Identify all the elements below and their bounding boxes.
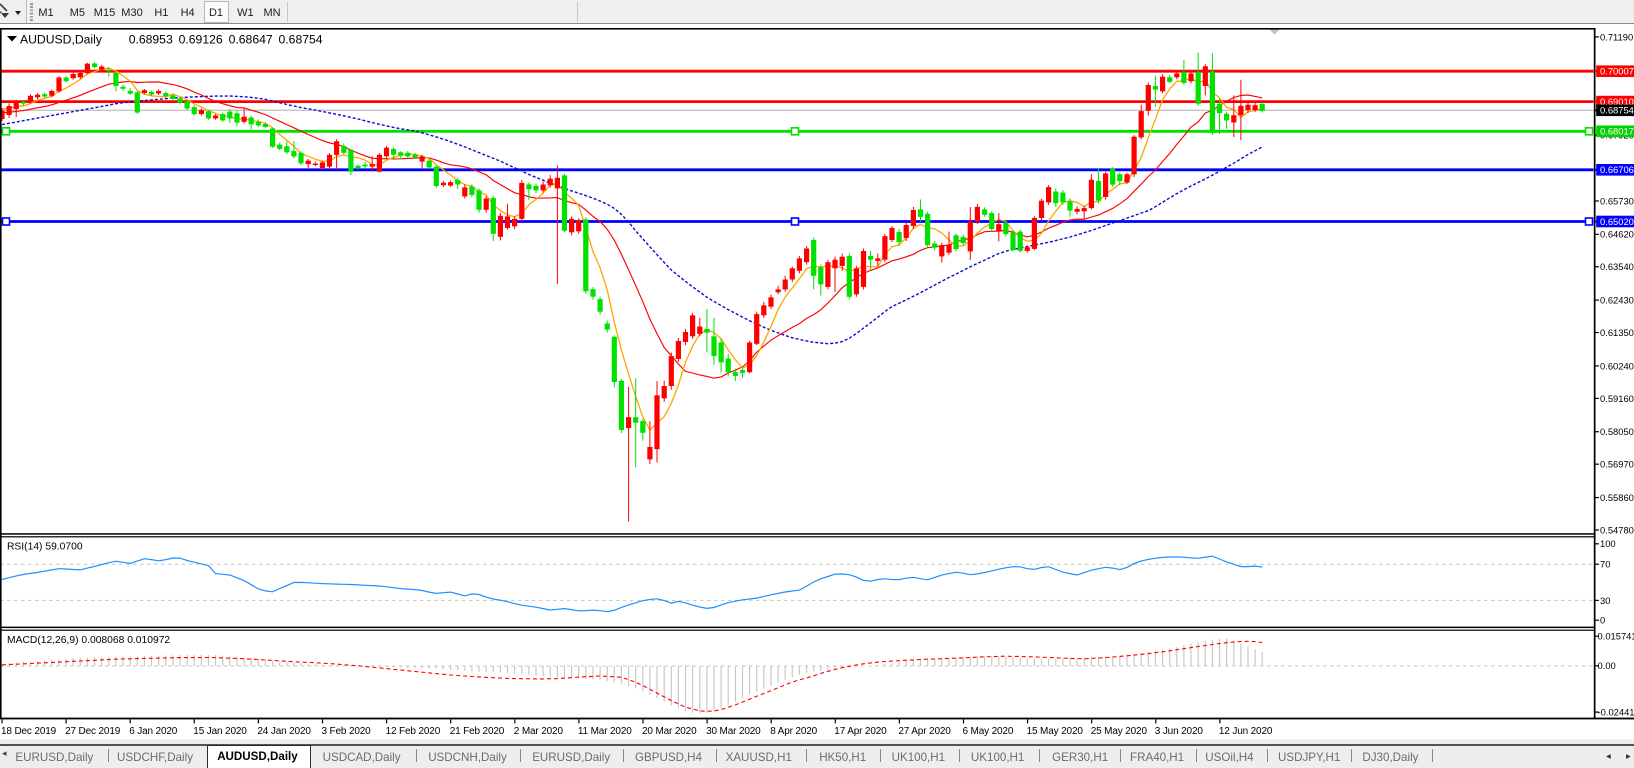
- svg-text:27 Dec 2019: 27 Dec 2019: [65, 726, 121, 737]
- svg-text:0.63540: 0.63540: [1600, 261, 1634, 272]
- svg-text:6 Jan 2020: 6 Jan 2020: [129, 726, 178, 737]
- svg-text:AUDUSD,Daily: AUDUSD,Daily: [20, 33, 103, 47]
- svg-text:27 Apr 2020: 27 Apr 2020: [898, 726, 951, 737]
- svg-text:0.64620: 0.64620: [1600, 229, 1634, 240]
- svg-text:0.62430: 0.62430: [1600, 295, 1634, 306]
- svg-text:0.69126: 0.69126: [179, 33, 223, 47]
- svg-text:0.61350: 0.61350: [1600, 327, 1634, 338]
- svg-text:0.59160: 0.59160: [1600, 393, 1634, 404]
- svg-text:3 Jun 2020: 3 Jun 2020: [1155, 726, 1204, 737]
- svg-text:0.68017: 0.68017: [1600, 126, 1634, 137]
- svg-text:0.68647: 0.68647: [229, 33, 273, 47]
- svg-text:MACD(12,26,9) 0.008068 0.01097: MACD(12,26,9) 0.008068 0.010972: [7, 635, 170, 646]
- svg-text:0.68754: 0.68754: [279, 33, 323, 47]
- svg-text:24 Jan 2020: 24 Jan 2020: [257, 726, 311, 737]
- svg-text:0.65020: 0.65020: [1600, 216, 1634, 227]
- svg-text:17 Apr 2020: 17 Apr 2020: [834, 726, 887, 737]
- svg-text:8 Apr 2020: 8 Apr 2020: [770, 726, 817, 737]
- svg-text:0.65730: 0.65730: [1600, 195, 1634, 206]
- svg-text:0.56970: 0.56970: [1600, 459, 1634, 470]
- svg-text:25 May 2020: 25 May 2020: [1091, 726, 1148, 737]
- svg-text:6 May 2020: 6 May 2020: [963, 726, 1014, 737]
- svg-text:0.66706: 0.66706: [1600, 164, 1634, 175]
- svg-text:0.015741: 0.015741: [1598, 631, 1634, 642]
- svg-text:12 Jun 2020: 12 Jun 2020: [1219, 726, 1273, 737]
- svg-text:0: 0: [1600, 615, 1605, 626]
- svg-text:0.00: 0.00: [1598, 660, 1616, 671]
- svg-text:0.55860: 0.55860: [1600, 492, 1634, 503]
- svg-text:70: 70: [1600, 559, 1610, 570]
- svg-text:21 Feb 2020: 21 Feb 2020: [450, 726, 505, 737]
- svg-text:RSI(14) 59.0700: RSI(14) 59.0700: [7, 542, 83, 553]
- svg-text:-0.02441: -0.02441: [1598, 707, 1634, 718]
- svg-text:30 Mar 2020: 30 Mar 2020: [706, 726, 761, 737]
- svg-text:18 Dec 2019: 18 Dec 2019: [1, 726, 57, 737]
- svg-text:0.68754: 0.68754: [1600, 105, 1634, 116]
- svg-text:0.70007: 0.70007: [1600, 66, 1634, 77]
- svg-text:30: 30: [1600, 595, 1610, 606]
- svg-text:15 May 2020: 15 May 2020: [1027, 726, 1084, 737]
- svg-text:0.68953: 0.68953: [129, 33, 173, 47]
- svg-text:0.60240: 0.60240: [1600, 360, 1634, 371]
- svg-text:0.71190: 0.71190: [1600, 31, 1633, 42]
- svg-text:11 Mar 2020: 11 Mar 2020: [578, 726, 632, 737]
- svg-text:0.69010: 0.69010: [1600, 96, 1634, 107]
- svg-text:0.54780: 0.54780: [1600, 524, 1634, 535]
- svg-text:12 Feb 2020: 12 Feb 2020: [386, 726, 441, 737]
- svg-text:15 Jan 2020: 15 Jan 2020: [193, 726, 247, 737]
- svg-text:0.58050: 0.58050: [1600, 426, 1634, 437]
- svg-text:2 Mar 2020: 2 Mar 2020: [514, 726, 564, 737]
- svg-text:20 Mar 2020: 20 Mar 2020: [642, 726, 697, 737]
- svg-text:100: 100: [1600, 538, 1616, 549]
- svg-text:3 Feb 2020: 3 Feb 2020: [322, 726, 372, 737]
